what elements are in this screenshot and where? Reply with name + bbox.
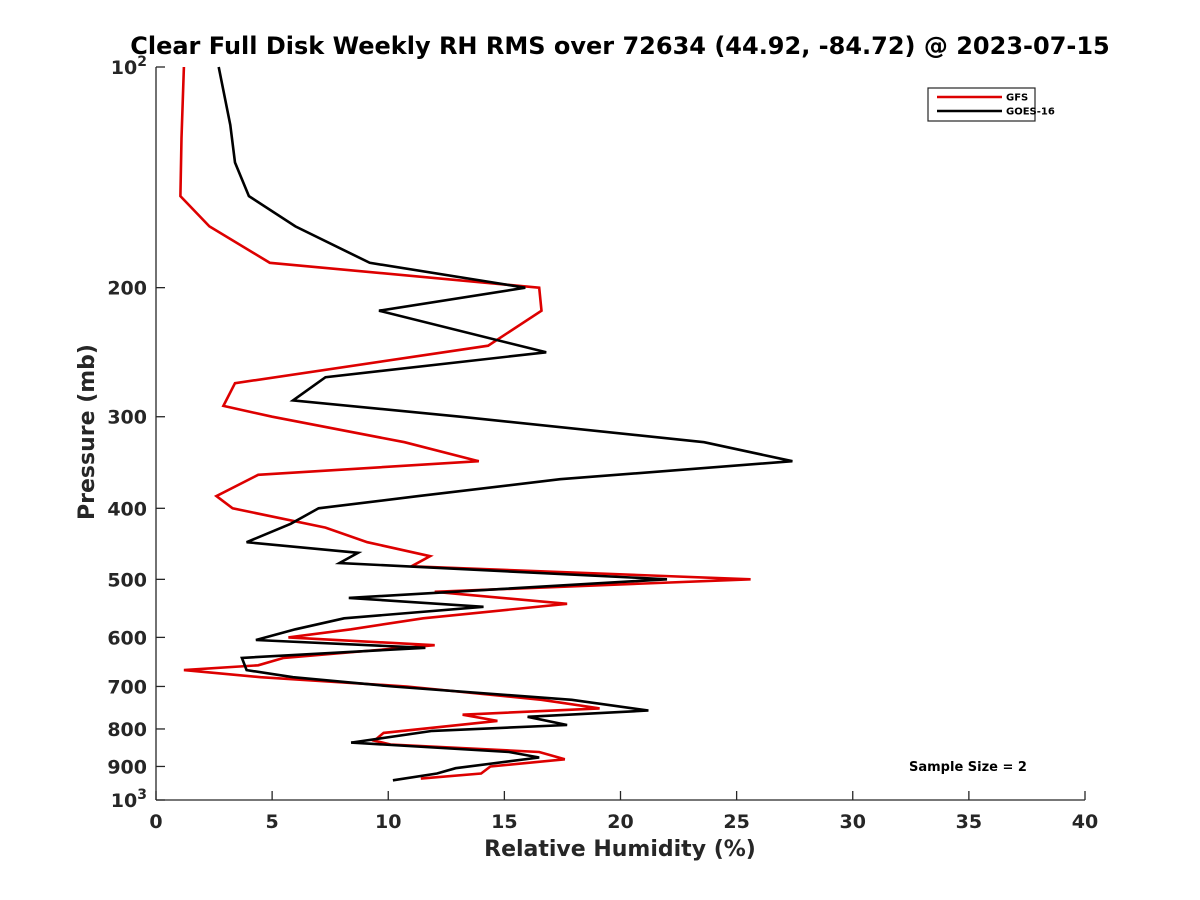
legend-box <box>927 87 1036 122</box>
y-tick-label: 900 <box>107 756 147 778</box>
y-tick-label: 800 <box>107 719 147 741</box>
plot-area: 0 5 10 15 20 25 30 35 40 102 200 300 400 500 600 700 800… <box>107 54 1098 833</box>
y-tick-label: 500 <box>107 569 147 591</box>
sample-size-annotation: Sample Size = 2 <box>909 760 1027 775</box>
y-tick-label: 400 <box>107 498 147 520</box>
x-axis-label: Relative Humidity (%) <box>484 837 756 862</box>
x-tick-label: 30 <box>840 811 866 833</box>
y-tick-label: 700 <box>107 676 147 698</box>
x-tick-label: 0 <box>149 811 162 833</box>
x-tick-label: 5 <box>266 811 279 833</box>
legend-label-goes-16: GOES-16 <box>1006 107 1055 118</box>
legend-label-gfs: GFS <box>1006 93 1028 104</box>
x-tick-label: 10 <box>375 811 401 833</box>
y-tick-label: 200 <box>107 278 147 300</box>
y-tick-label: 600 <box>107 627 147 649</box>
legend: GFS GOES-16 <box>927 87 1055 122</box>
y-tick-label: 300 <box>107 407 147 429</box>
y-tick-label: 102 <box>111 54 147 79</box>
y-tick-label: 103 <box>111 787 147 812</box>
x-tick-label: 20 <box>607 811 633 833</box>
x-tick-label: 25 <box>723 811 749 833</box>
x-tick-label: 35 <box>956 811 982 833</box>
x-tick-label: 15 <box>491 811 517 833</box>
y-axis-label: Pressure (mb) <box>75 344 100 520</box>
chart-title: Clear Full Disk Weekly RH RMS over 72634… <box>130 32 1110 60</box>
series-line-goes-16 <box>217 66 793 782</box>
series-line-gfs <box>179 66 751 780</box>
x-tick-label: 40 <box>1072 811 1098 833</box>
